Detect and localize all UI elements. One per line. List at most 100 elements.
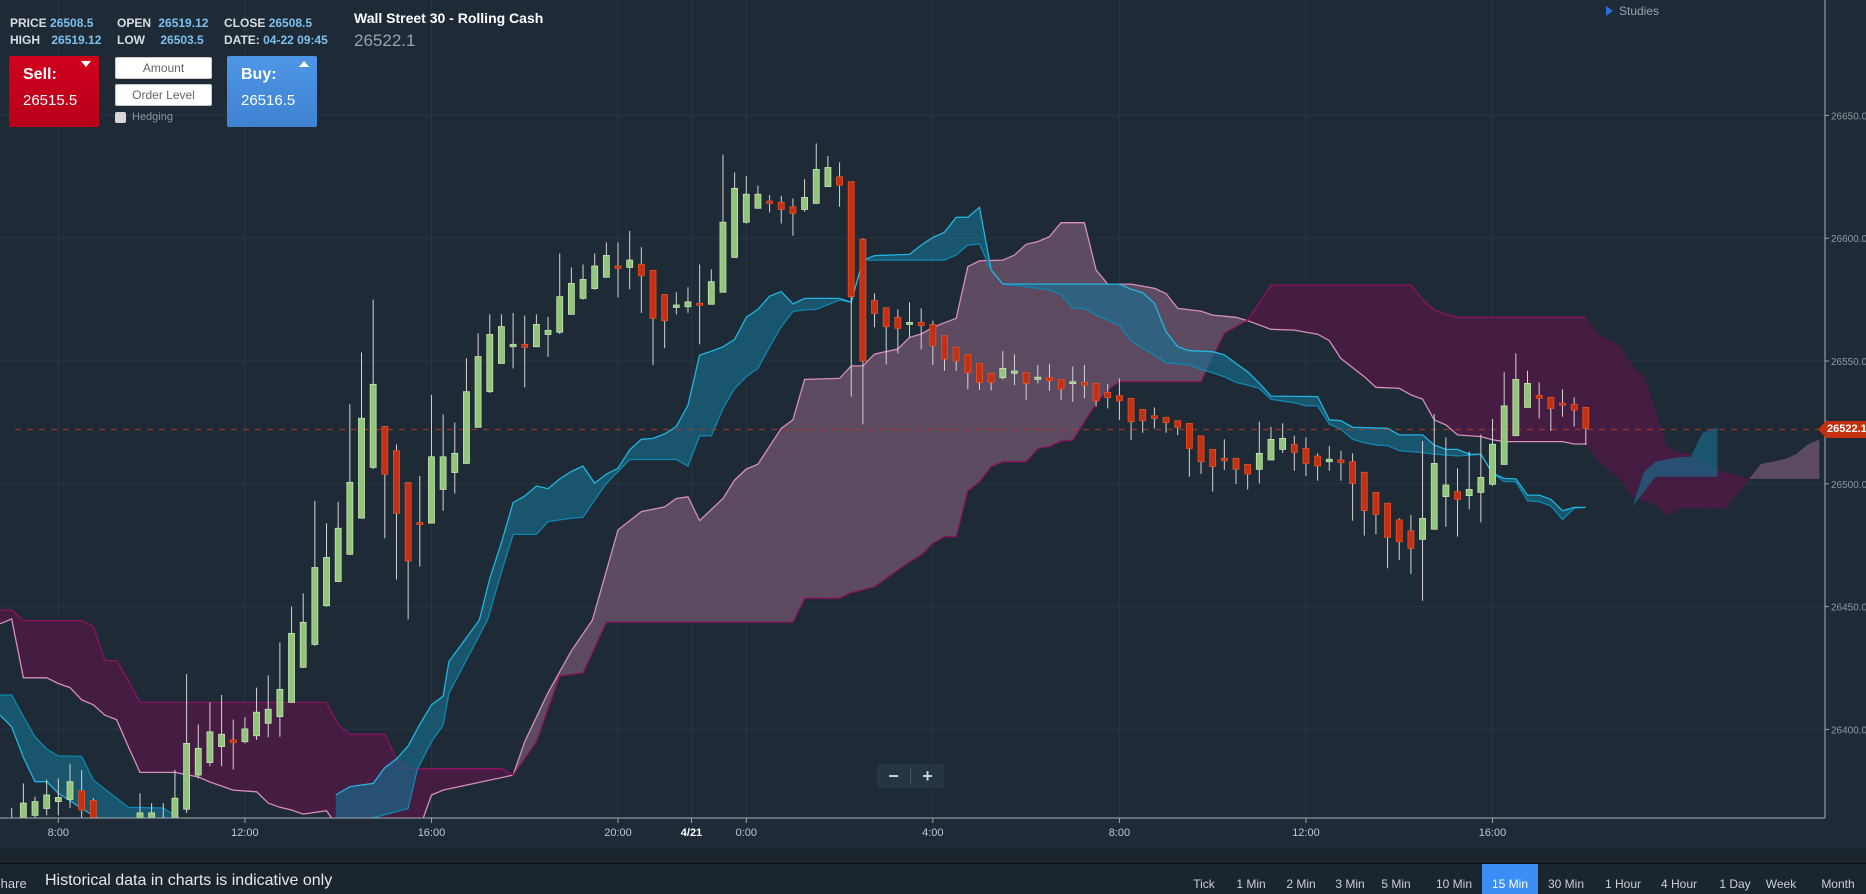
candle <box>766 194 773 213</box>
cloud-segment <box>1635 368 1639 499</box>
timeframe-3-min[interactable]: 3 Min <box>1335 877 1365 891</box>
cloud-segment <box>877 352 881 585</box>
cloud-segment <box>99 643 103 713</box>
candle <box>637 247 645 313</box>
zoom-out-button[interactable]: − <box>888 766 899 786</box>
candle-body <box>812 169 820 204</box>
candle-body <box>929 324 937 347</box>
candle <box>404 482 412 620</box>
cloud-segment <box>1463 317 1467 436</box>
cloud-segment <box>142 702 147 773</box>
cloud-segment <box>696 514 700 623</box>
timeframe-week[interactable]: Week <box>1765 877 1797 891</box>
cloud-segment <box>93 626 97 708</box>
cloud-segment <box>944 321 948 537</box>
date-label: DATE: <box>224 33 260 47</box>
timeframe-15-min[interactable]: 15 Min <box>1482 864 1538 894</box>
timeframe-1-day[interactable]: 1 Day <box>1719 877 1751 891</box>
ohlc-price: PRICE 26508.5 <box>10 16 93 30</box>
ichimoku-cloud <box>0 222 1820 818</box>
cloud-segment <box>615 529 619 623</box>
sell-price: 26515.5 <box>23 92 78 109</box>
cloud-segment <box>1008 256 1012 462</box>
cloud-segment <box>1201 311 1205 382</box>
cloud-segment <box>1489 317 1493 440</box>
cloud-segment <box>1550 317 1555 442</box>
cloud-segment <box>323 702 327 812</box>
candle <box>474 333 482 428</box>
cloud-segment <box>428 768 432 804</box>
cloud-segment <box>795 399 800 617</box>
candle <box>463 358 470 465</box>
candle-body <box>1127 397 1135 423</box>
timeframe-month[interactable]: Month <box>1821 877 1855 891</box>
cloud-segment <box>8 610 12 621</box>
candle-body <box>171 797 179 818</box>
ohlc-close: CLOSE 26508.5 <box>224 16 312 30</box>
high-value: 26519.12 <box>51 33 102 47</box>
cloud-segment <box>61 620 65 686</box>
timeframe-5-min[interactable]: 5 Min <box>1381 877 1411 891</box>
cloud-segment <box>973 262 977 487</box>
cloud-segment <box>1716 469 1721 509</box>
y-tick-label: 26600.0 <box>1831 234 1866 245</box>
cloud-segment <box>35 620 39 678</box>
cloud-segment <box>271 702 275 806</box>
order-level-input[interactable] <box>115 84 212 106</box>
candle <box>1337 450 1345 481</box>
cloud-segment <box>291 702 295 812</box>
candle <box>509 312 517 369</box>
price-label: PRICE <box>10 16 47 30</box>
cloud-segment <box>239 702 243 791</box>
cloud-segment <box>1049 233 1053 447</box>
cloud-segment <box>1539 317 1543 442</box>
cloud-segment <box>498 768 502 779</box>
cloud-segment <box>1078 222 1082 431</box>
candle-body <box>486 334 494 393</box>
timeframe-1-min[interactable]: 1 Min <box>1236 877 1266 891</box>
candle-body <box>498 326 505 364</box>
cloud-segment <box>1387 285 1391 388</box>
candle <box>661 294 669 349</box>
cloud-segment <box>1480 317 1485 438</box>
cloud-segment <box>635 513 639 623</box>
candle-body <box>964 353 972 374</box>
x-tick-label: 4:00 <box>922 827 943 839</box>
candle-body <box>987 372 995 383</box>
scroll-strip[interactable] <box>0 848 1866 863</box>
cloud-segment <box>1230 316 1234 330</box>
timeframe-10-min[interactable]: 10 Min <box>1435 877 1473 891</box>
checkbox-icon[interactable] <box>115 111 126 123</box>
candle <box>439 414 447 511</box>
candle <box>1069 366 1077 402</box>
timeframe-30-min[interactable]: 30 Min <box>1547 877 1585 891</box>
timeframe-1-hour[interactable]: 1 Hour <box>1604 877 1642 891</box>
timeframe-2-min[interactable]: 2 Min <box>1286 877 1316 891</box>
cloud-segment <box>1469 317 1473 437</box>
cloud-segment <box>577 638 581 674</box>
sell-button[interactable]: Sell: 26515.5 <box>9 56 99 127</box>
candle-body <box>509 343 517 348</box>
buy-button[interactable]: Buy: 26516.5 <box>227 56 317 127</box>
candle-body <box>89 800 97 818</box>
cloud-segment <box>1728 473 1732 505</box>
candle <box>381 426 389 539</box>
zoom-in-button[interactable]: + <box>922 766 933 786</box>
cloud-segment <box>1778 459 1782 479</box>
cloud-segment <box>859 365 864 591</box>
candle-body <box>1174 420 1182 428</box>
candle <box>1547 396 1555 431</box>
cloud-segment <box>466 768 470 786</box>
cloud-segment <box>1749 475 1753 479</box>
candle <box>1384 502 1391 569</box>
cloud-segment <box>1224 316 1228 334</box>
hedging-checkbox[interactable]: Hedging <box>115 111 173 123</box>
cloud-segment <box>1268 285 1272 330</box>
share-link[interactable]: Share <box>0 876 27 891</box>
cloud-segment <box>1023 244 1027 462</box>
timeframe-4-hour[interactable]: 4 Hour <box>1660 877 1698 891</box>
amount-input[interactable] <box>115 57 212 79</box>
studies-toggle[interactable]: Studies <box>1606 4 1659 18</box>
timeframe-tick[interactable]: Tick <box>1193 877 1215 891</box>
